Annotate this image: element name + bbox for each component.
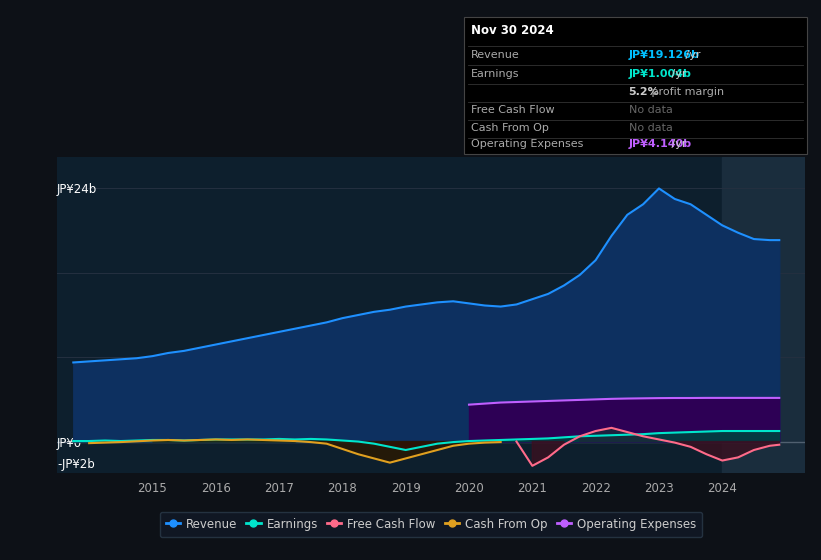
- Text: No data: No data: [629, 105, 672, 115]
- Text: Free Cash Flow: Free Cash Flow: [470, 105, 554, 115]
- Legend: Revenue, Earnings, Free Cash Flow, Cash From Op, Operating Expenses: Revenue, Earnings, Free Cash Flow, Cash …: [159, 512, 703, 537]
- Text: /yr: /yr: [682, 50, 700, 60]
- Text: JP¥19.126b: JP¥19.126b: [629, 50, 699, 60]
- Text: /yr: /yr: [668, 139, 686, 150]
- Text: Earnings: Earnings: [470, 69, 519, 80]
- Text: No data: No data: [629, 123, 672, 133]
- Text: profit margin: profit margin: [649, 87, 724, 97]
- Text: Cash From Op: Cash From Op: [470, 123, 548, 133]
- Text: 5.2%: 5.2%: [629, 87, 659, 97]
- Text: /yr: /yr: [668, 69, 686, 80]
- Polygon shape: [722, 157, 805, 473]
- Text: Revenue: Revenue: [470, 50, 520, 60]
- Text: JP¥1.004b: JP¥1.004b: [629, 69, 691, 80]
- Text: JP¥4.140b: JP¥4.140b: [629, 139, 692, 150]
- Text: Operating Expenses: Operating Expenses: [470, 139, 583, 150]
- Text: Nov 30 2024: Nov 30 2024: [470, 24, 553, 37]
